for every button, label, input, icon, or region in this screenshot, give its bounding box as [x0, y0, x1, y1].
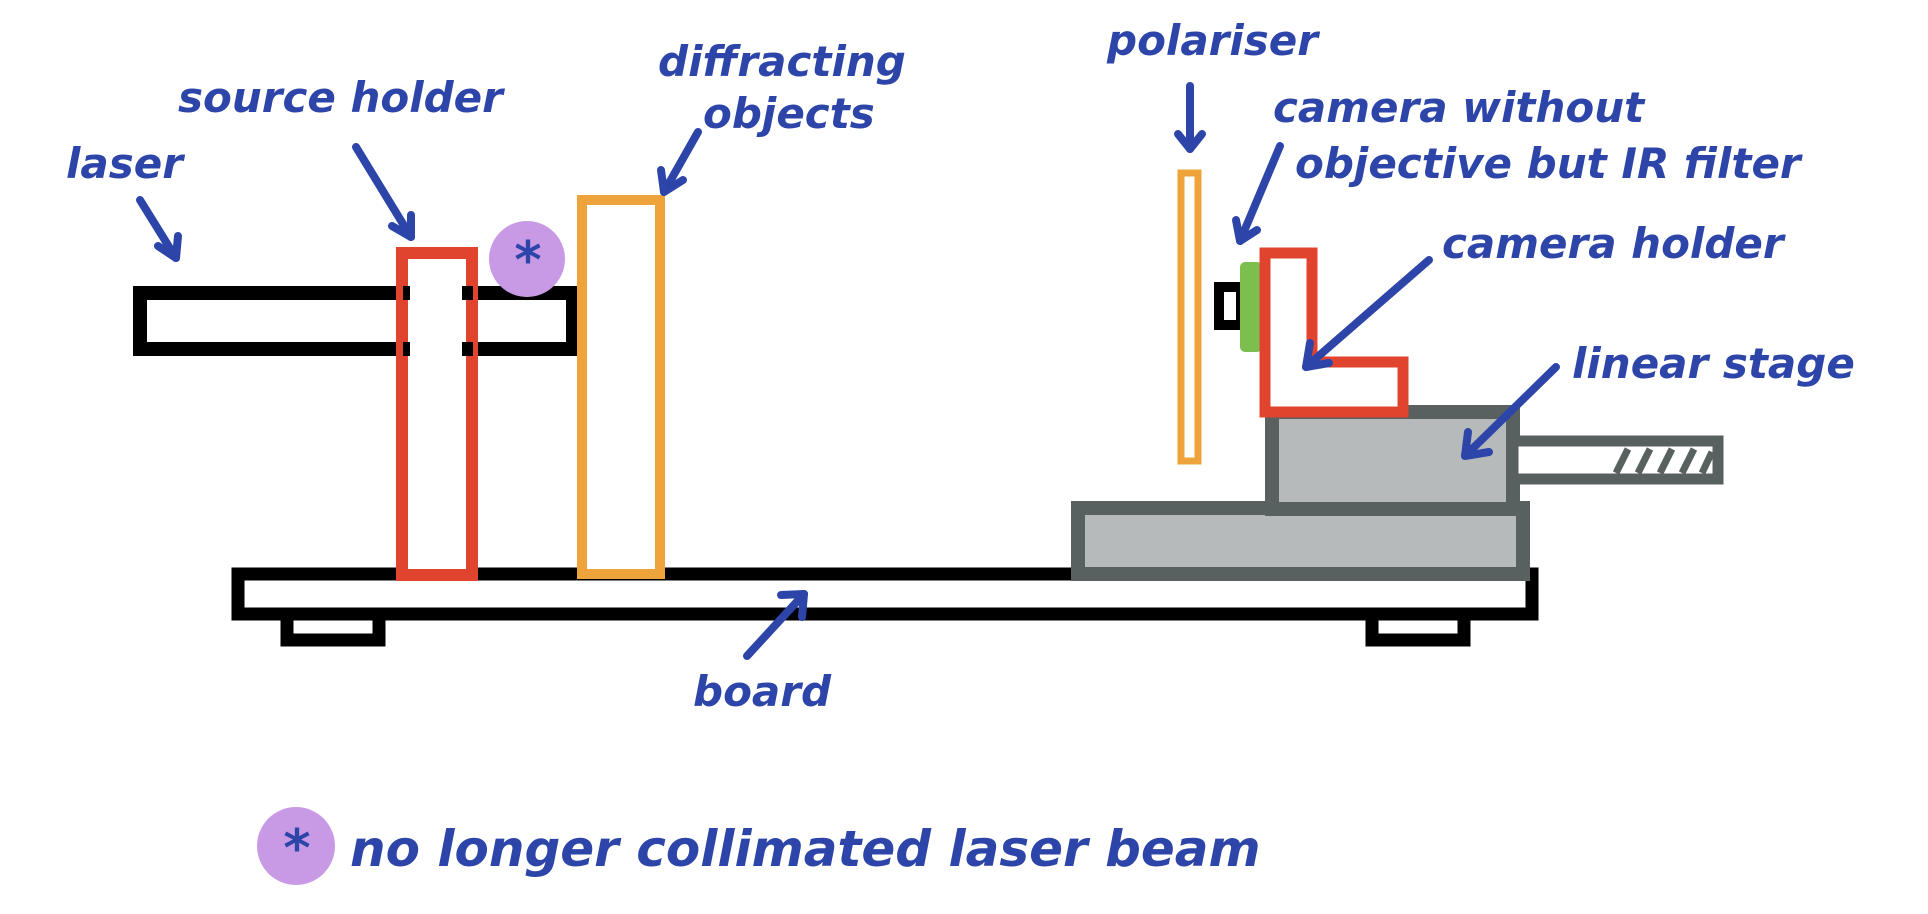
linear-stage [1071, 405, 1724, 581]
board-arrow [743, 590, 808, 660]
screw-thread [1612, 447, 1716, 475]
label-camera-holder: camera holder [1442, 219, 1786, 268]
label-polariser: polariser [1106, 16, 1320, 65]
legend-note: * no longer collimated laser beam [257, 807, 1261, 885]
label-camera-line2: objective but IR filter [1295, 139, 1803, 188]
camera-holder-arrow [1302, 256, 1433, 371]
label-camera-line1: camera without [1273, 83, 1646, 132]
label-linear-stage: linear stage [1572, 339, 1855, 388]
stage-base [1071, 501, 1530, 581]
source-holder [396, 247, 478, 581]
label-source-holder: source holder [178, 73, 505, 122]
laser-body [133, 286, 580, 356]
source-holder-arrow [352, 143, 415, 241]
stage-carriage [1265, 405, 1520, 516]
camera-body [1240, 262, 1262, 352]
label-board: board [693, 667, 832, 716]
laser-arrow [136, 196, 182, 262]
polariser-arrow [1174, 82, 1206, 153]
camera-arrow [1232, 142, 1284, 245]
linear-stage-arrow [1461, 363, 1560, 460]
legend-star: * [283, 819, 310, 879]
board [231, 567, 1539, 647]
purple-dot [489, 221, 565, 297]
camera-holder-bracket [1259, 247, 1409, 418]
legend-text: no longer collimated laser beam [350, 820, 1261, 878]
board-foot-right [1365, 607, 1471, 647]
marker-star: * [514, 231, 541, 291]
label-diffracting-line1: diffracting [658, 37, 906, 86]
diffracting-objects-holder [577, 195, 665, 579]
legend-purple-dot [257, 807, 335, 885]
label-laser: laser [66, 139, 185, 188]
board-foot-left [280, 607, 386, 647]
camera-front [1214, 282, 1246, 330]
diffracting-objects-arrow [657, 128, 702, 196]
polariser-plate [1177, 169, 1202, 465]
label-diffracting-line2: objects [703, 89, 875, 138]
uncollimated-marker: * [489, 221, 565, 297]
source-holder-frame [396, 247, 478, 581]
